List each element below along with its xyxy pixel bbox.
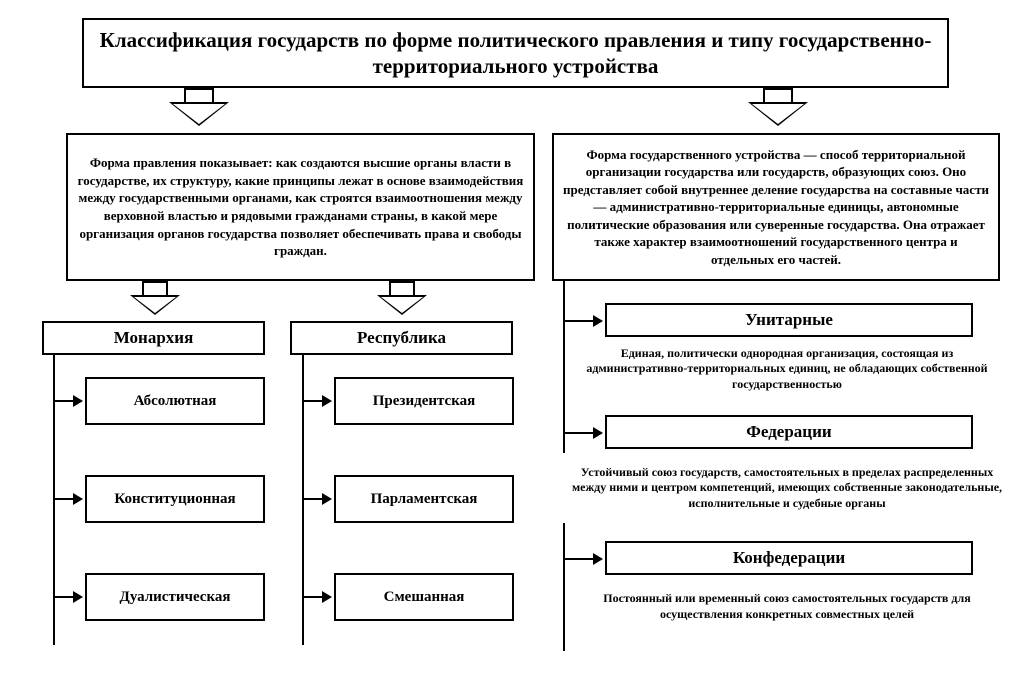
r-cat-1: Унитарные (605, 303, 973, 337)
arrow-left-mon-head-inner (134, 297, 176, 313)
rep-h3 (302, 596, 324, 598)
r-h3 (563, 558, 595, 560)
left-desc-box: Форма правления показывает: как создаютс… (66, 133, 535, 281)
mon-item-1-text: Абсолютная (134, 393, 217, 410)
r-cat-2-title: Федерации (746, 422, 831, 442)
rep-h2 (302, 498, 324, 500)
r-cat-1-title: Унитарные (745, 310, 833, 330)
r-h2 (563, 432, 595, 434)
right-desc-box: Форма государственного устройства — спос… (552, 133, 1000, 281)
r-cat-3: Конфедерации (605, 541, 973, 575)
mon-h2 (53, 498, 75, 500)
rep-item-3-text: Смешанная (384, 589, 465, 606)
title-text: Классификация государств по форме полити… (92, 27, 939, 80)
republic-box: Республика (290, 321, 513, 355)
rep-item-3: Смешанная (334, 573, 514, 621)
rep-item-1-text: Президентская (373, 393, 475, 410)
rep-item-2-text: Парламентская (371, 491, 478, 508)
r-cat-3-title: Конфедерации (733, 548, 845, 568)
mon-item-1: Абсолютная (85, 377, 265, 425)
rep-item-1: Президентская (334, 377, 514, 425)
mon-item-2: Конституционная (85, 475, 265, 523)
r-desc-2-text: Устойчивый союз государств, самостоятель… (570, 465, 1004, 512)
rep-a1 (322, 395, 332, 407)
arrow-title-left-head-inner (173, 104, 225, 124)
r-desc-1: Единая, политически однородная организац… (572, 341, 1002, 397)
r-desc-3: Постоянный или временный союз самостояте… (572, 579, 1002, 635)
r-h1 (563, 320, 595, 322)
monarchy-title: Монархия (114, 328, 194, 348)
r-a3 (593, 553, 603, 565)
arrow-title-right (763, 88, 793, 102)
arrow-left-rep-head-inner (381, 297, 423, 313)
arrow-title-left (184, 88, 214, 102)
mon-a2 (73, 493, 83, 505)
right-desc-text: Форма государственного устройства — спос… (562, 146, 990, 269)
mon-a1 (73, 395, 83, 407)
mon-h1 (53, 400, 75, 402)
title-box: Классификация государств по форме полити… (82, 18, 949, 88)
left-desc-text: Форма правления показывает: как создаютс… (76, 154, 525, 259)
arrow-left-rep (389, 281, 415, 295)
r-desc-2: Устойчивый союз государств, самостоятель… (562, 453, 1012, 523)
r-cat-2: Федерации (605, 415, 973, 449)
mon-vline (53, 355, 55, 645)
mon-a3 (73, 591, 83, 603)
r-a2 (593, 427, 603, 439)
rep-h1 (302, 400, 324, 402)
monarchy-box: Монархия (42, 321, 265, 355)
rep-item-2: Парламентская (334, 475, 514, 523)
mon-item-3-text: Дуалистическая (120, 589, 231, 606)
rep-a2 (322, 493, 332, 505)
r-a1 (593, 315, 603, 327)
rep-a3 (322, 591, 332, 603)
republic-title: Республика (357, 328, 446, 348)
arrow-left-mon (142, 281, 168, 295)
r-desc-3-text: Постоянный или временный союз самостояте… (580, 591, 994, 622)
arrow-title-right-head-inner (752, 104, 804, 124)
r-desc-1-text: Единая, политически однородная организац… (580, 346, 994, 393)
mon-item-2-text: Конституционная (114, 491, 235, 508)
rep-vline (302, 355, 304, 645)
mon-item-3: Дуалистическая (85, 573, 265, 621)
mon-h3 (53, 596, 75, 598)
